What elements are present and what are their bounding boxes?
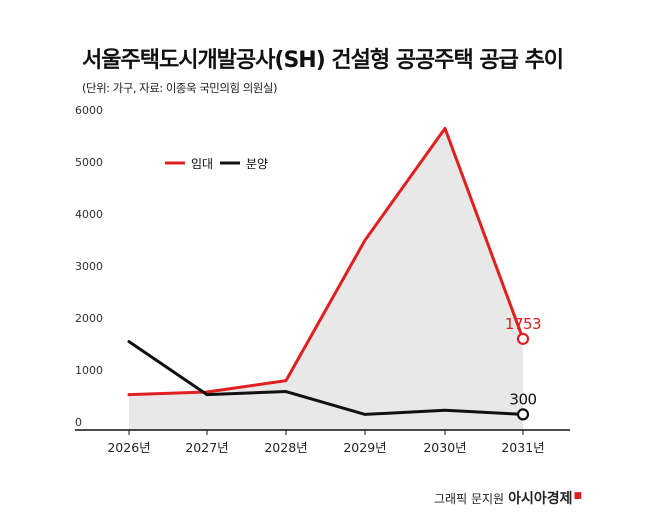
axes: 6000 5000 4000 3000 2000 1000 0 2026년 2027년 2028년… [75, 104, 570, 455]
data-labels: 1753 300 [505, 315, 542, 421]
series-line-rental [127, 126, 525, 397]
y-tick-label: 5000 [75, 156, 103, 169]
area-fill [129, 128, 523, 430]
brand-mark-icon: ■ [573, 491, 582, 501]
y-tick-label: 3000 [75, 260, 103, 273]
credit-prefix: 그래픽 문지원 [434, 492, 505, 506]
data-label: 1753 [505, 315, 541, 333]
x-tick-label: 2028년 [264, 440, 307, 455]
x-tick-label: 2029년 [343, 440, 386, 455]
x-tick-label: 2027년 [185, 440, 228, 455]
series-lines [127, 126, 525, 416]
end-point-marker [516, 332, 530, 345]
data-label: 300 [509, 390, 536, 408]
end-point-marker [516, 408, 530, 421]
x-tick-label: 2030년 [423, 440, 466, 455]
y-tick-label: 6000 [75, 104, 103, 117]
chart-subtitle: (단위: 가구, 자료: 이종욱 국민의힘 의원실) [82, 81, 277, 95]
x-tick-label: 2031년 [501, 440, 544, 455]
rental-area-fill [129, 128, 523, 430]
chart-legend: 임대 분양 [155, 146, 290, 176]
chart-title: 서울주택도시개발공사(SH) 건설형 공공주택 공급 추이 [82, 48, 564, 73]
y-tick-label: 0 [75, 416, 82, 429]
legend-label-rental: 임대 [191, 157, 213, 171]
y-tick-label: 2000 [75, 312, 103, 325]
legend-box [155, 146, 290, 176]
credit: 그래픽 문지원 아시아경제■ [434, 488, 582, 508]
legend-label-sale: 분양 [246, 157, 268, 171]
y-tick-label: 4000 [75, 208, 103, 221]
brand-logo: 아시아경제 [508, 491, 573, 507]
series-line-sale [127, 340, 525, 416]
x-tick-label: 2026년 [107, 440, 150, 455]
y-tick-label: 1000 [75, 364, 103, 377]
